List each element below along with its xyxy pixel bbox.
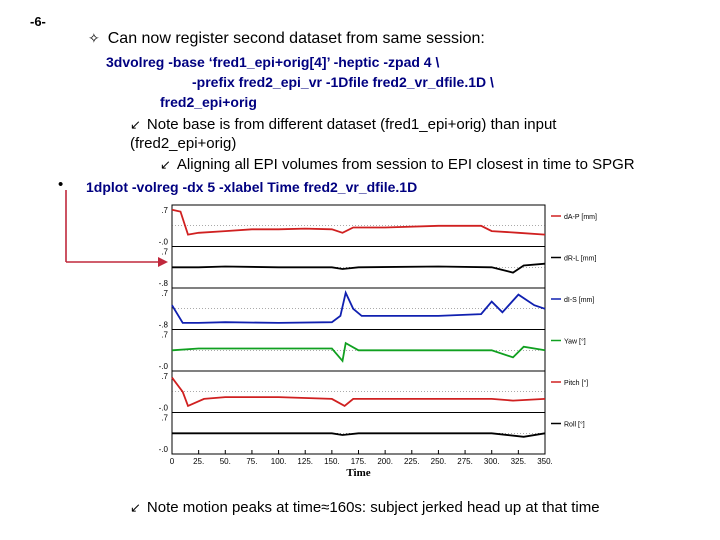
legend-label: Yaw [°]: [564, 338, 586, 346]
legend-label: dA-P [mm]: [564, 214, 597, 221]
x-axis-label: Time: [346, 467, 370, 479]
series-line: [172, 262, 546, 274]
x-tick-label: 125.: [297, 457, 313, 466]
final-note-text: Note motion peaks at time≈160s: subject …: [146, 499, 600, 516]
page-number: -6-: [30, 14, 46, 29]
x-tick-label: 25.: [193, 457, 204, 466]
panel-y-top-label: .7: [161, 248, 168, 257]
x-tick-label: 225.: [404, 457, 420, 466]
x-tick-label: 300.: [484, 457, 500, 466]
panel-y-top-label: .7: [161, 206, 168, 215]
series-line: [171, 208, 546, 236]
panel-y-bottom-label: -.0: [159, 404, 169, 413]
series-line: [172, 432, 546, 438]
x-tick-label: 275.: [457, 457, 473, 466]
x-tick-label: 175.: [351, 457, 367, 466]
x-tick-label: 75.: [246, 457, 257, 466]
panel-y-bottom-label: -.0: [159, 362, 169, 371]
series-line: [171, 377, 546, 408]
series-line: [171, 341, 546, 363]
round-bullet-icon: •: [58, 176, 64, 193]
note-base-cont: (fred2_epi+orig): [130, 135, 237, 152]
x-tick-label: 150.: [324, 457, 340, 466]
note-base-text: Note base is from different dataset (fre…: [146, 116, 557, 133]
command-line-2: -prefix fred2_epi_vr -1Dfile fred2_vr_df…: [192, 74, 494, 90]
panel-y-bottom-label: -.8: [159, 321, 169, 330]
plot-command: 1dplot -volreg -dx 5 -xlabel Time fred2_…: [86, 179, 418, 195]
series-line: [171, 290, 546, 324]
callout-arrowhead-icon: [158, 257, 168, 267]
x-tick-label: 0: [170, 457, 175, 466]
note-aligning: ↙ Aligning all EPI volumes from session t…: [160, 156, 635, 173]
panel-y-top-label: .7: [161, 289, 168, 298]
command-line-1: 3dvolreg -base ‘fred1_epi+orig[4]’ -hept…: [106, 54, 440, 70]
panel-y-bottom-label: -.0: [159, 238, 169, 247]
command-line-3: fred2_epi+orig: [160, 94, 257, 110]
arrow-bullet-icon: ↙: [130, 117, 141, 132]
x-tick-label: 250.: [431, 457, 447, 466]
legend-label: Roll [°]: [564, 421, 585, 429]
legend-label: dI-S [mm]: [564, 297, 594, 304]
x-tick-label: 325.: [511, 457, 527, 466]
panel-y-bottom-label: -.0: [159, 445, 169, 454]
intro-line: ✧ Can now register second dataset from sa…: [88, 30, 485, 48]
panel-y-top-label: .7: [161, 414, 168, 423]
panel-y-top-label: .7: [161, 331, 168, 340]
note-aligning-text: Aligning all EPI volumes from session to…: [176, 156, 635, 173]
legend-label: dR-L [mm]: [564, 256, 596, 263]
arrow-bullet-icon: ↙: [130, 500, 141, 515]
legend-label: Pitch [°]: [564, 379, 588, 387]
x-tick-label: 100.: [271, 457, 287, 466]
x-tick-label: 350.: [537, 457, 553, 466]
final-note: ↙ Note motion peaks at time≈160s: subject…: [130, 499, 600, 516]
panel-y-bottom-label: -.8: [159, 279, 169, 288]
diamond-bullet-icon: ✧: [88, 30, 100, 46]
panel-y-top-label: .7: [161, 372, 168, 381]
arrow-bullet-icon: ↙: [160, 157, 171, 172]
x-tick-label: 50.: [220, 457, 231, 466]
x-tick-label: 200.: [377, 457, 393, 466]
note-base: ↙ Note base is from different dataset (fr…: [130, 116, 556, 133]
intro-text: Can now register second dataset from sam…: [107, 30, 485, 47]
